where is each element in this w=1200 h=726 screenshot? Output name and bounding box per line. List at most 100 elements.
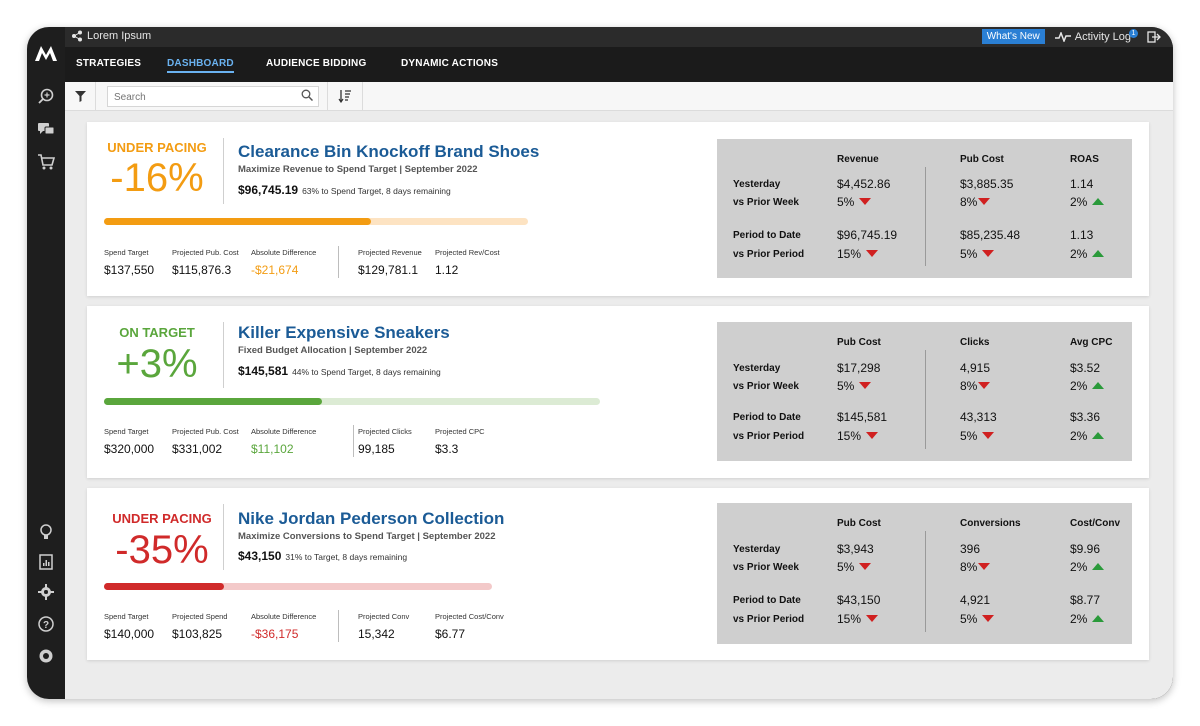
pulse-icon [1054, 31, 1071, 42]
activity-log-button[interactable]: Activity Log 1 [1054, 28, 1138, 43]
stats-value: 5% [837, 195, 855, 209]
down-arrow-icon [866, 250, 879, 257]
activity-badge: 1 [1129, 28, 1138, 38]
campaign-card[interactable]: ON TARGET +3% Killer Expensive Sneakers … [87, 306, 1149, 478]
gear-icon[interactable] [37, 583, 55, 601]
stats-value: 2% [1070, 379, 1088, 393]
metric-value: $129,781.1 [358, 263, 419, 277]
divider [223, 138, 224, 204]
stats-value: $3.52 [1070, 361, 1101, 375]
stats-value: 396 [960, 542, 981, 556]
metric-label: Projected CPC [435, 427, 485, 436]
stats-value: 2% [1070, 560, 1088, 574]
stats-value: 43,313 [960, 410, 997, 424]
stats-delta: 5% [960, 612, 995, 626]
report-icon[interactable] [37, 553, 55, 571]
pacing-percent: -35% [115, 528, 209, 572]
stats-value: $96,745.19 [837, 228, 898, 242]
dashboard-content: UNDER PACING -16% Clearance Bin Knockoff… [65, 82, 1173, 699]
support-headset-icon[interactable] [37, 647, 55, 665]
stats-delta: 15% [837, 429, 879, 443]
stats-delta: 5% [837, 379, 872, 393]
stats-panel: Revenue Pub Cost ROAS Yesterday $4,452.8… [717, 139, 1132, 278]
stats-value: 15% [837, 429, 862, 443]
tab-strategies[interactable]: STRATEGIES [76, 58, 142, 69]
metric-value: $3.3 [435, 442, 459, 456]
pacing-status: UNDER PACING [107, 140, 207, 155]
up-arrow-icon [1092, 615, 1105, 622]
up-arrow-icon [1092, 250, 1105, 257]
tab-dynamic-actions[interactable]: DYNAMIC ACTIONS [401, 58, 499, 69]
metric-label: Projected Clicks [358, 427, 412, 436]
metric-label: Spend Target [104, 427, 149, 436]
search-icon[interactable] [301, 89, 313, 101]
whats-new-button[interactable]: What's New [981, 29, 1045, 44]
stats-panel: Pub Cost Conversions Cost/Conv Yesterday… [717, 503, 1132, 644]
tab-dashboard[interactable]: DASHBOARD [167, 58, 234, 73]
pacing-percent: +3% [116, 342, 198, 386]
stats-value: 15% [837, 612, 862, 626]
metric-label: Projected Rev/Cost [435, 248, 500, 257]
metric-label: Projected Spend [172, 612, 228, 621]
campaign-title[interactable]: Clearance Bin Knockoff Brand Shoes [238, 142, 540, 161]
campaign-subtitle: Maximize Conversions to Spend Target | S… [238, 531, 496, 542]
stats-value: $3.36 [1070, 410, 1101, 424]
metric-label: Projected Pub. Cost [172, 427, 239, 436]
stats-value: 5% [960, 612, 978, 626]
spend-amount: $43,150 31% to Target, 8 days remaining [238, 549, 407, 563]
search-analytics-icon[interactable] [37, 87, 55, 105]
share-icon [72, 30, 82, 42]
cart-icon[interactable] [37, 153, 55, 171]
stats-value: 5% [837, 560, 855, 574]
stats-delta: 2% [1070, 379, 1105, 393]
stats-header: Revenue [837, 154, 879, 165]
stats-row-label: Period to Date [733, 230, 801, 241]
metric-value: -$21,674 [251, 263, 299, 277]
chat-icon[interactable] [37, 120, 55, 138]
down-arrow-icon [859, 563, 872, 570]
stats-value: 15% [837, 247, 862, 261]
campaign-title[interactable]: Nike Jordan Pederson Collection [238, 509, 505, 528]
filter-icon [74, 90, 86, 102]
metric-label: Projected Revenue [358, 248, 422, 257]
stats-delta: 2% [1070, 247, 1105, 261]
campaign-title[interactable]: Killer Expensive Sneakers [238, 323, 450, 342]
divider [925, 350, 926, 449]
spend-amount: $96,745.19 63% to Spend Target, 8 days re… [238, 183, 451, 197]
divider [353, 425, 354, 457]
spend-amount-note: 44% to Spend Target, 8 days remaining [292, 367, 441, 377]
down-arrow-icon [982, 250, 995, 257]
search-box[interactable] [107, 86, 319, 107]
main-nav: STRATEGIES DASHBOARD AUDIENCE BIDDING DY… [65, 47, 1173, 82]
stats-value: $17,298 [837, 361, 881, 375]
logout-icon[interactable] [1147, 30, 1161, 43]
search-input[interactable] [108, 89, 300, 106]
stats-value: 4,915 [960, 361, 991, 375]
app-switcher[interactable]: Lorem Ipsum [71, 30, 151, 42]
stats-delta: 15% [837, 247, 879, 261]
stats-value: 1.14 [1070, 177, 1094, 191]
metric-value: $331,002 [172, 442, 223, 456]
brand-logo-icon[interactable] [34, 43, 58, 63]
sort-button[interactable] [327, 82, 363, 110]
filter-bar [65, 82, 1173, 111]
metric-value: $137,550 [104, 263, 155, 277]
stats-value: 1.13 [1070, 228, 1094, 242]
stats-value: $4,452.86 [837, 177, 891, 191]
stats-header: Pub Cost [837, 518, 881, 529]
stats-delta: 5% [837, 195, 872, 209]
stats-value: 5% [837, 379, 855, 393]
campaign-card[interactable]: UNDER PACING -16% Clearance Bin Knockoff… [87, 122, 1149, 296]
tab-audience-bidding[interactable]: AUDIENCE BIDDING [266, 58, 367, 69]
filter-button[interactable] [65, 82, 96, 110]
stats-delta: 8% [960, 195, 991, 209]
stats-delta: 8% [960, 379, 991, 393]
lightbulb-icon[interactable] [37, 523, 55, 541]
stats-header: Conversions [960, 518, 1021, 529]
campaign-card[interactable]: UNDER PACING -35% Nike Jordan Pederson C… [87, 488, 1149, 660]
help-icon[interactable]: ? [37, 615, 55, 633]
progress-fill [104, 218, 372, 225]
stats-row-label: vs Prior Week [733, 197, 799, 208]
stats-value: 2% [1070, 429, 1088, 443]
stats-header: Clicks [960, 337, 990, 348]
